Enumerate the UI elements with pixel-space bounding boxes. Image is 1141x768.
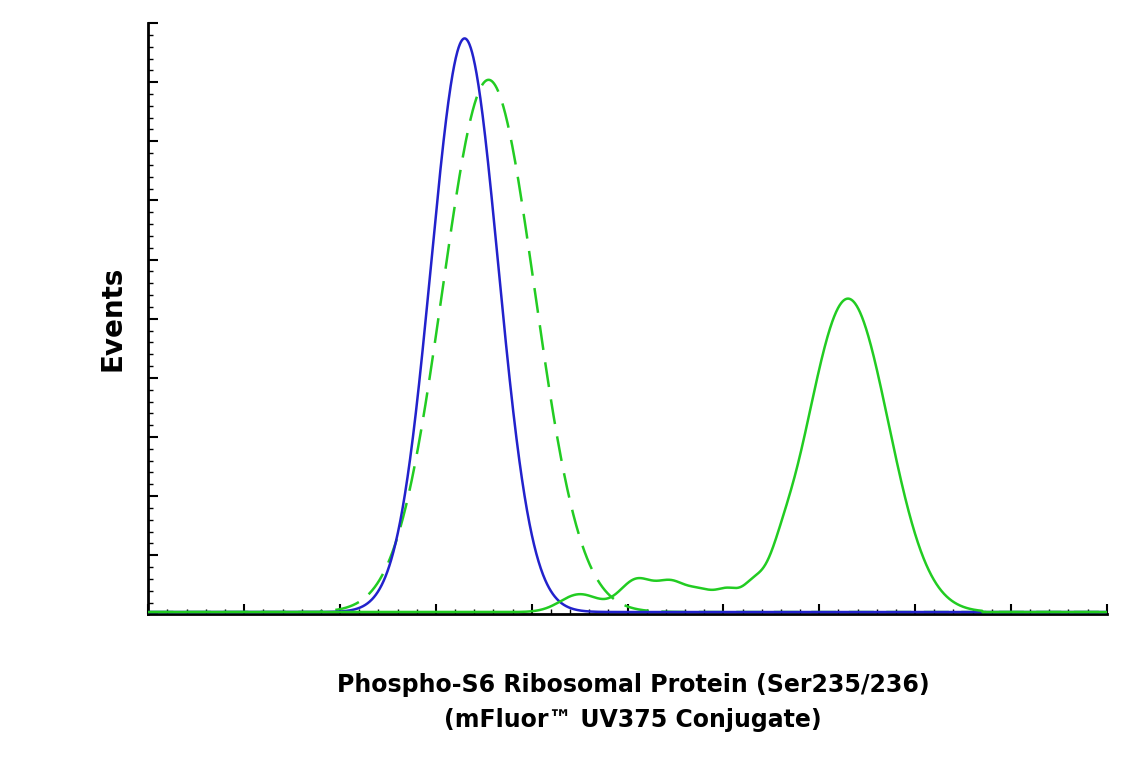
Y-axis label: Events: Events [99, 266, 127, 372]
Text: Phospho-S6 Ribosomal Protein (Ser235/236)
(mFluor™ UV375 Conjugate): Phospho-S6 Ribosomal Protein (Ser235/236… [337, 673, 930, 733]
